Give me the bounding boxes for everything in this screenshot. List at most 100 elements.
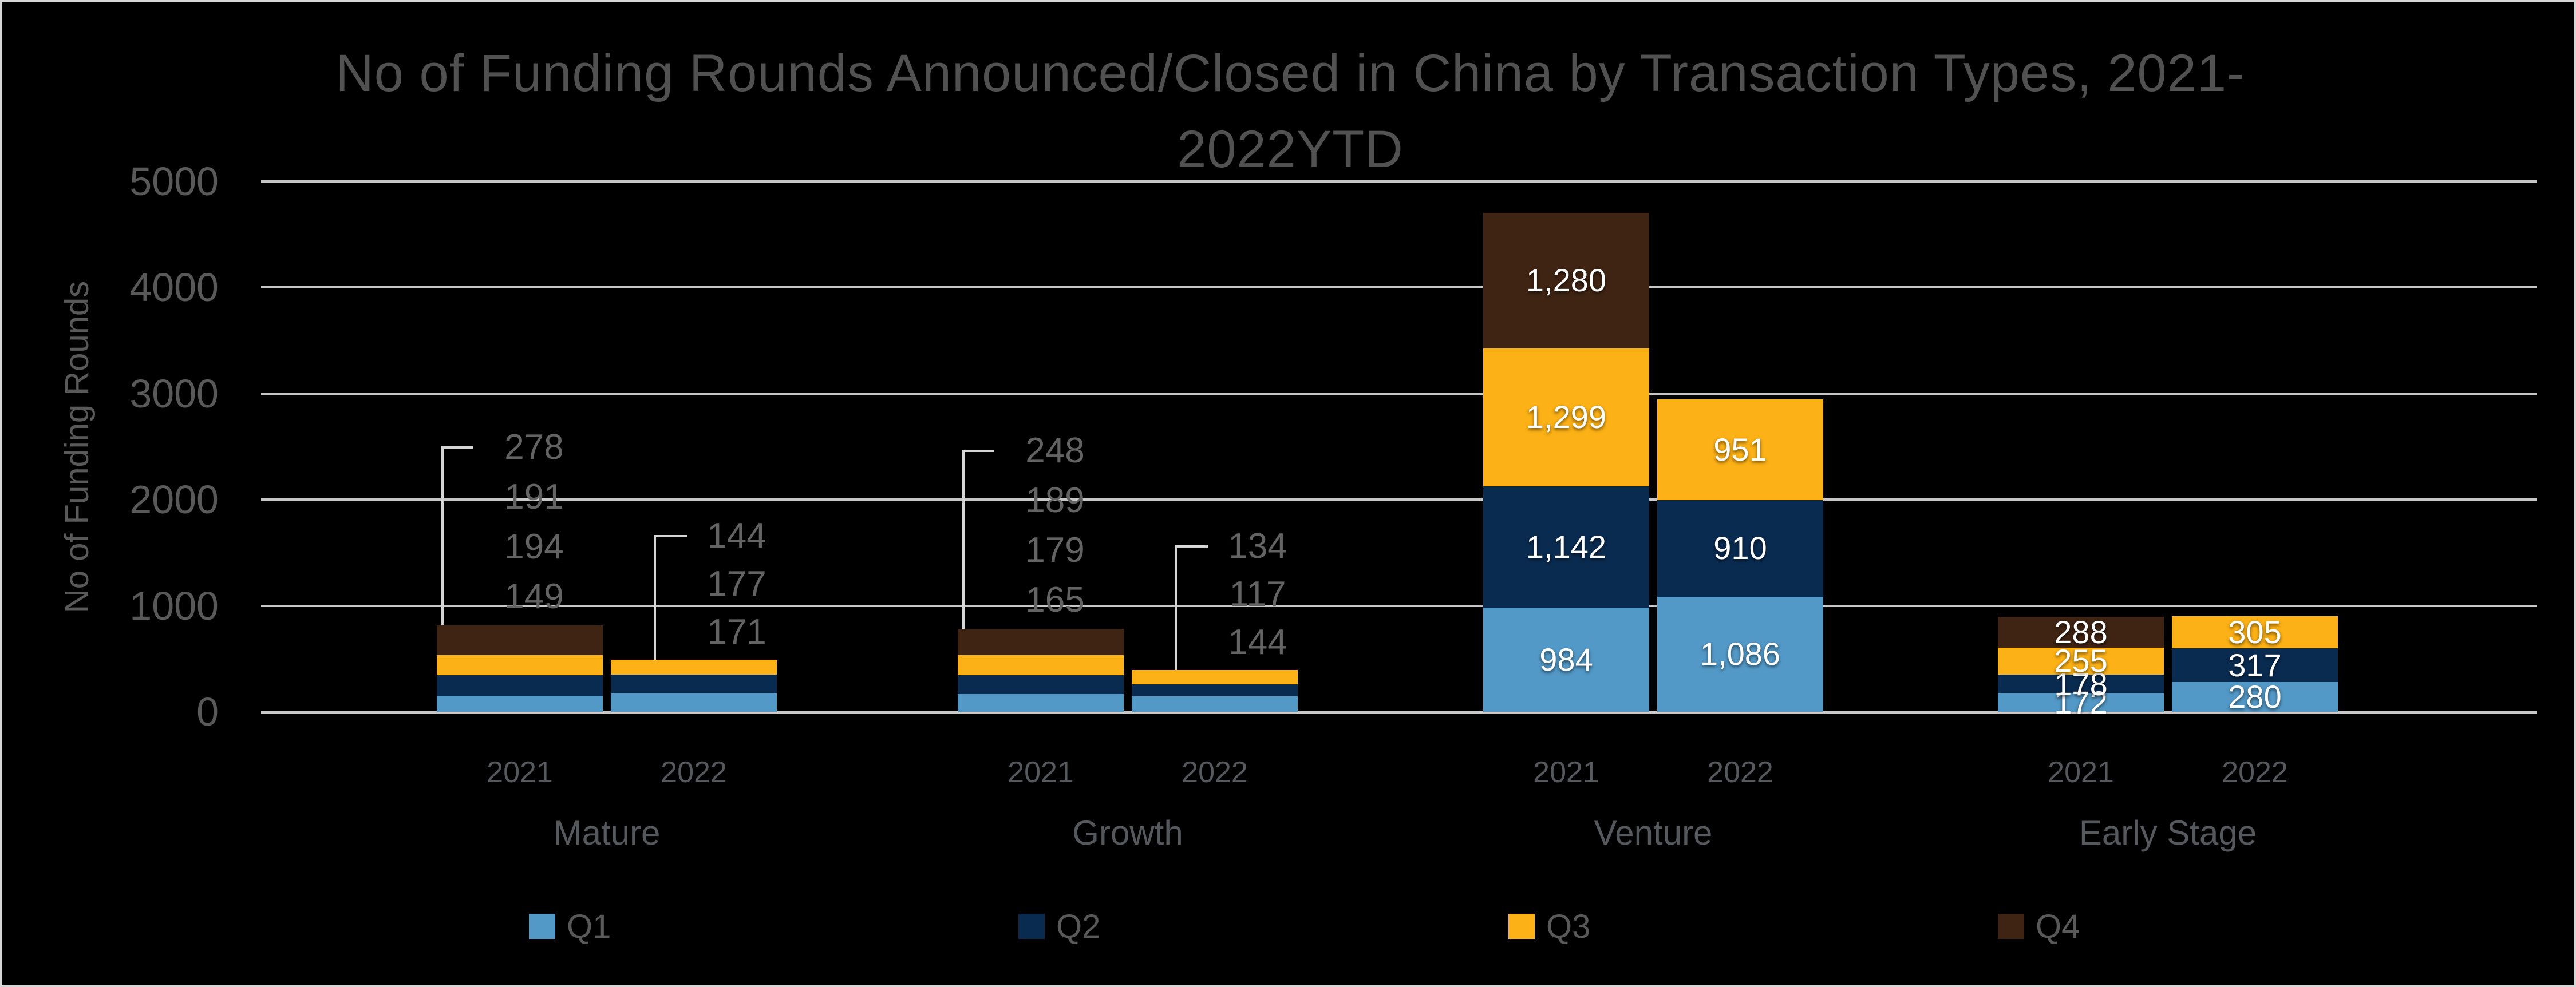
x-axis-year-label: 2022 [2222,756,2288,789]
data-label: 1,280 [1526,262,1607,299]
bar-growth-2021-Q1-segment [958,694,1124,712]
bar-mature-2022-Q2-segment [611,675,777,694]
bar-venture-2022-Q3-segment [1657,399,1823,500]
bar-mature-2022-Q3-segment [611,659,777,675]
bar-growth-2021-Q4-segment [958,629,1124,656]
bar-growth-2022-Q1-segment [1132,696,1298,712]
x-axis-group-label: Early Stage [2079,814,2257,852]
legend-item-q4: Q4 [1998,910,2227,945]
legend-item-q2: Q2 [1018,910,1247,945]
legend-swatch-q2 [1018,914,1045,939]
callout-data-label: 134 [1228,526,1287,566]
legend-label: Q2 [1056,908,1101,945]
y-tick-label: 2000 [129,477,219,522]
bar-venture-2021-Q2-segment [1483,486,1649,608]
bar-early-stage-2021-Q3-segment [1998,647,2164,675]
bar-venture-2022-Q2-segment [1657,500,1823,597]
data-label: 305 [2228,614,2282,651]
data-label: 178 [2054,665,2108,702]
bar-mature-2021-Q4-segment [437,625,603,655]
callout-data-label: 171 [707,612,767,652]
x-axis-year-label: 2022 [661,756,727,789]
callout-leader-tick [441,446,473,449]
callout-data-label: 179 [1025,530,1085,570]
legend-swatch-q3 [1508,914,1535,939]
bar-growth-2021-Q3-segment [958,655,1124,676]
data-label: 910 [1713,530,1767,566]
callout-data-label: 278 [504,427,564,467]
bar-early-stage-2021-Q2-segment [1998,675,2164,694]
y-tick-label: 4000 [129,265,219,310]
gridline [261,498,2537,501]
data-label: 288 [2054,614,2108,651]
data-label: 255 [2054,643,2108,679]
callout-data-label: 144 [707,516,767,556]
bar-early-stage-2021-Q1-segment [1998,693,2164,712]
bar-early-stage-2022-Q3-segment [2172,616,2338,649]
bar-venture-2021-Q4-segment [1483,212,1649,348]
data-label: 984 [1539,641,1593,677]
callout-data-label: 144 [1228,622,1287,662]
legend-swatch-q4 [1998,914,2024,939]
y-tick-label: 5000 [129,159,219,204]
chart-title-line-1: No of Funding Rounds Announced/Closed in… [335,44,2245,102]
gridline [261,180,2537,183]
x-axis-year-label: 2021 [487,756,553,789]
bar-mature-2022-Q1-segment [611,693,777,712]
callout-data-label: 194 [504,527,564,567]
bar-growth-2022-Q2-segment [1132,684,1298,697]
callout-leader-line [441,447,444,626]
y-tick-label: 3000 [129,371,219,416]
data-label: 172 [2054,684,2108,721]
data-label: 317 [2228,647,2282,683]
legend-swatch-q1 [529,914,555,939]
callout-data-label: 117 [1229,574,1286,614]
legend-label: Q1 [567,908,611,945]
legend-item-q3: Q3 [1508,910,1737,945]
x-axis-year-label: 2021 [2048,756,2114,789]
chart-title-line-2: 2022YTD [1177,120,1404,179]
callout-data-label: 189 [1025,481,1085,521]
gridline [261,392,2537,395]
callout-data-label: 165 [1025,580,1085,620]
data-label: 1,299 [1526,399,1607,435]
callout-data-label: 191 [504,477,564,517]
data-label: 951 [1713,431,1767,467]
callout-leader-tick [1175,545,1208,548]
bar-mature-2021-Q2-segment [437,675,603,696]
bar-mature-2021-Q3-segment [437,655,603,676]
callout-leader-line [1175,546,1177,670]
callout-leader-tick [962,450,994,453]
x-axis-line [261,711,2537,714]
y-tick-label: 1000 [129,583,219,628]
bar-early-stage-2022-Q1-segment [2172,682,2338,712]
bar-growth-2021-Q2-segment [958,675,1124,695]
callout-data-label: 248 [1025,431,1085,471]
bar-mature-2021-Q1-segment [437,696,603,712]
bar-venture-2021-Q3-segment [1483,348,1649,486]
callout-data-label: 177 [707,564,767,604]
y-axis-title: No of Funding Rounds [58,280,96,613]
legend-label: Q3 [1546,908,1591,945]
legend-label: Q4 [2036,908,2080,945]
legend-item-q1: Q1 [529,910,758,945]
data-label: 1,142 [1526,528,1607,565]
callout-leader-tick [654,534,687,537]
gridline [261,604,2537,607]
x-axis-group-label: Venture [1594,814,1713,852]
data-label: 1,086 [1700,636,1781,672]
callout-leader-line [654,536,656,660]
callout-leader-line [962,451,965,629]
y-tick-label: 0 [196,689,219,734]
chart-title: No of Funding Rounds Announced/Closed in… [145,35,2435,188]
bar-venture-2022-Q1-segment [1657,596,1823,712]
x-axis-year-label: 2021 [1008,756,1074,789]
x-axis-group-label: Growth [1072,814,1183,852]
x-axis-year-label: 2021 [1533,756,1599,789]
x-axis-group-label: Mature [553,814,661,852]
x-axis-year-label: 2022 [1707,756,1773,789]
bar-growth-2022-Q3-segment [1132,669,1298,684]
bar-early-stage-2022-Q2-segment [2172,648,2338,683]
bar-early-stage-2021-Q4-segment [1998,617,2164,648]
